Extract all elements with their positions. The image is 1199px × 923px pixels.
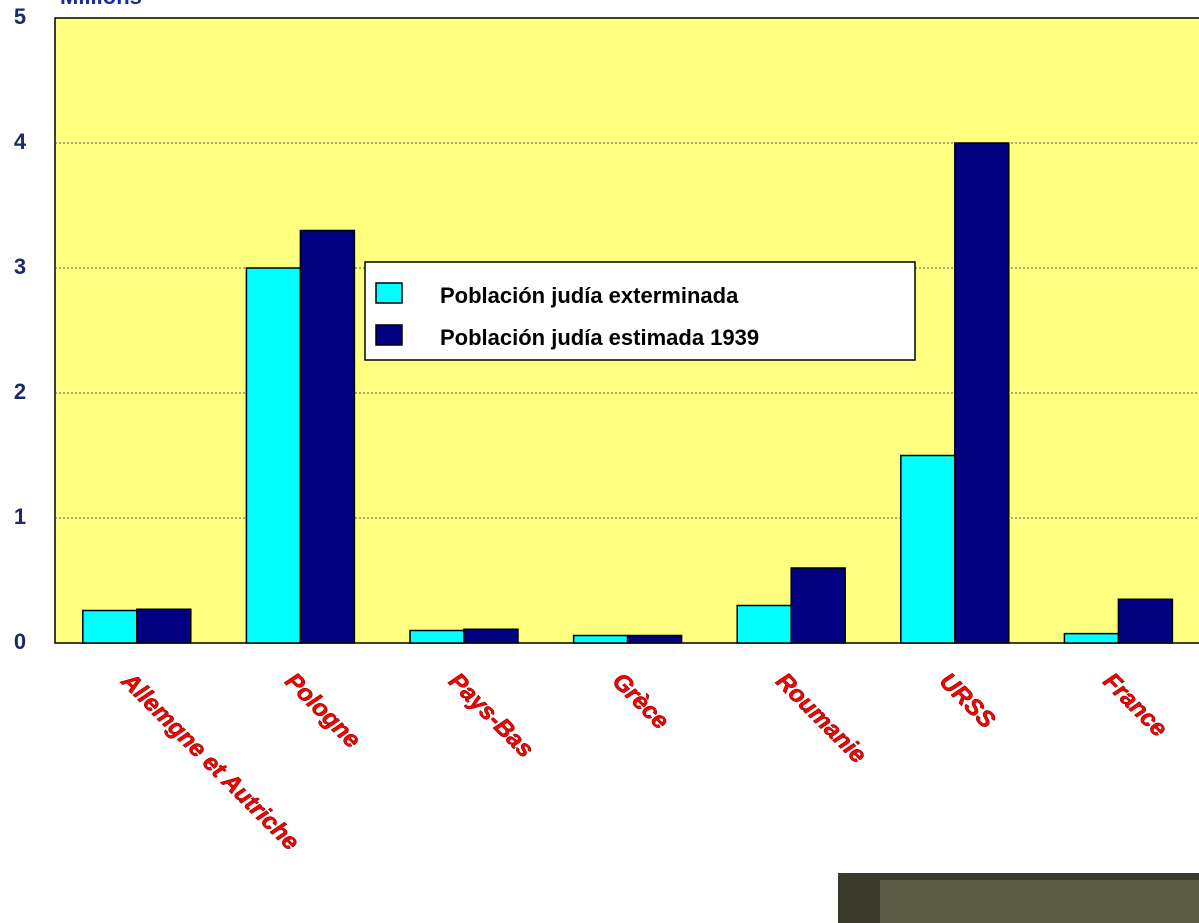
x-tick-label: URSS: [934, 668, 1000, 734]
y-tick-label: 5: [14, 4, 26, 29]
legend-swatch: [375, 282, 403, 304]
bar: [463, 628, 519, 644]
bar: [299, 229, 356, 644]
x-tick-label: France: [1098, 668, 1173, 743]
x-tick-label: Roumanie: [770, 668, 871, 769]
y-axis-label: Millions: [60, 0, 142, 9]
y-tick-label: 0: [14, 629, 26, 654]
y-tick-label: 3: [14, 254, 26, 279]
bar: [790, 567, 846, 644]
bar: [1063, 632, 1120, 644]
bar: [954, 142, 1010, 644]
bar: [572, 634, 629, 644]
bar: [136, 608, 192, 644]
x-tick-label: Pologne: [280, 668, 366, 754]
legend: [364, 261, 916, 361]
bar: [82, 609, 138, 644]
bar: [626, 634, 683, 644]
bar: [736, 604, 792, 644]
bar: [900, 454, 956, 644]
legend-label: Población judía exterminada: [440, 283, 739, 308]
photo-detail: [880, 880, 1199, 923]
y-tick-label: 2: [14, 379, 26, 404]
bar: [245, 267, 302, 644]
x-tick-label: Pays-Bas: [443, 668, 539, 764]
bar: [409, 629, 465, 644]
legend-swatch: [375, 324, 403, 346]
bar: [1117, 598, 1174, 644]
y-tick-label: 4: [14, 129, 27, 154]
x-tick-label: Allemgne et Autriche: [115, 667, 304, 856]
y-tick-label: 1: [14, 504, 26, 529]
x-tick-label: Grèce: [607, 668, 674, 735]
legend-label: Población judía estimada 1939: [440, 325, 759, 350]
